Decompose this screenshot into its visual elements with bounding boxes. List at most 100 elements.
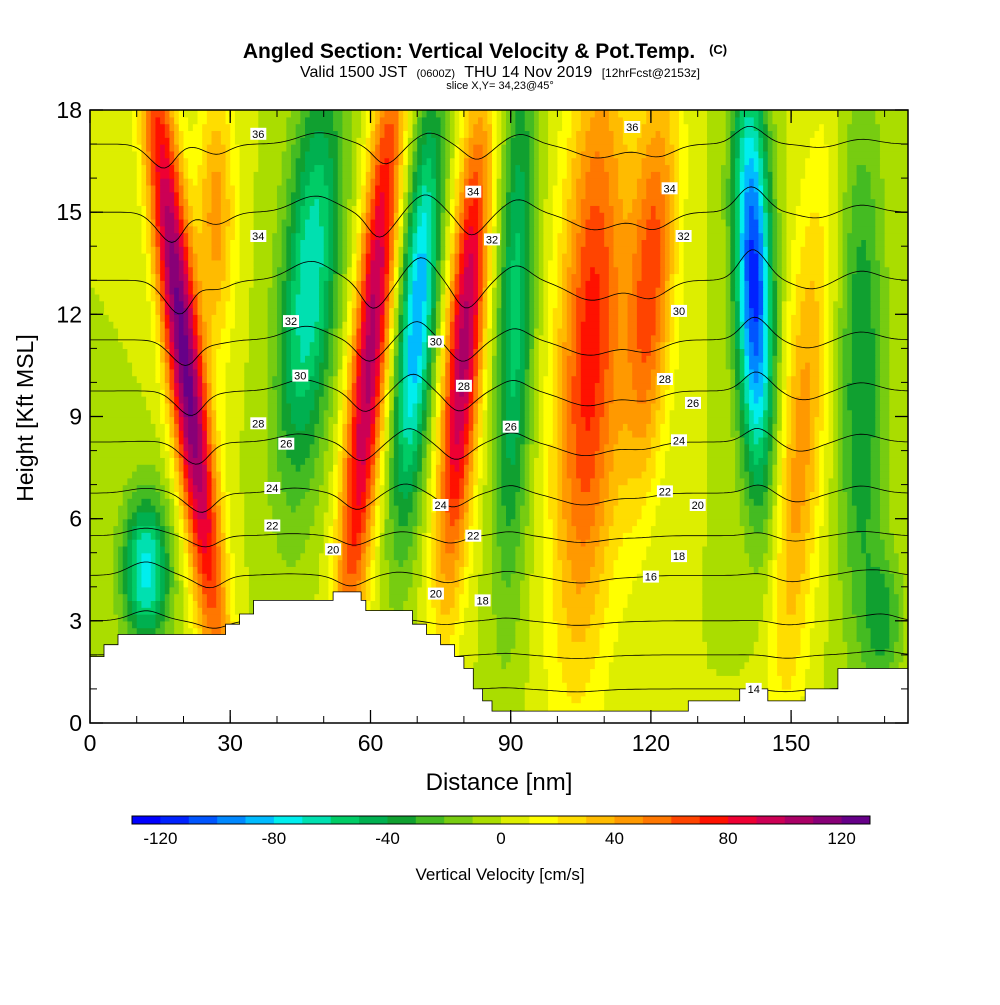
velocity-cell [379,348,386,356]
velocity-cell [192,518,199,527]
velocity-cell [604,702,769,710]
velocity-cell [749,389,755,397]
velocity-cell [879,341,890,349]
velocity-cell [365,470,372,479]
velocity-cell [795,355,820,363]
velocity-cell [192,368,199,377]
velocity-cell [463,484,470,493]
velocity-cell [155,307,161,315]
velocity-cell [365,382,372,390]
velocity-cell [417,498,423,506]
velocity-cell [407,464,418,472]
velocity-cell [188,436,199,445]
velocity-cell [178,559,185,567]
velocity-cell [403,362,409,370]
velocity-cell [178,484,185,493]
velocity-cell [608,586,633,595]
velocity-cell [197,627,203,636]
velocity-cell [337,491,344,499]
velocity-cell [763,430,769,438]
velocity-cell [333,505,339,513]
velocity-cell [192,614,199,622]
velocity-cell [543,491,549,499]
velocity-cell [674,327,680,336]
velocity-cell [417,484,423,493]
velocity-cell [566,436,577,445]
velocity-cell [632,362,657,370]
velocity-cell [856,525,867,533]
velocity-cell [870,477,881,486]
velocity-cell [342,579,358,588]
velocity-cell [576,341,582,349]
velocity-cell [543,607,554,615]
velocity-cell [323,307,329,315]
velocity-cell [365,307,372,315]
velocity-cell [314,436,320,445]
velocity-cell [216,525,222,533]
velocity-cell [183,532,189,540]
velocity-cell [407,552,418,561]
velocity-cell [800,321,820,329]
velocity-cell [164,593,171,601]
velocity-cell [239,443,269,452]
velocity-cell [823,484,830,493]
velocity-cell [183,314,189,322]
velocity-cell [506,382,512,390]
velocity-cell [491,402,498,411]
velocity-cell [164,620,175,629]
velocity-cell [828,341,834,349]
velocity-cell [379,573,390,581]
velocity-cell [632,368,652,377]
velocity-cell [543,586,554,595]
velocity-cell [828,423,834,431]
velocity-cell [636,314,657,322]
velocity-cell [510,389,516,397]
velocity-cell [155,321,161,329]
velocity-cell [468,314,474,322]
velocity-cell [641,470,657,479]
velocity-cell [608,321,619,329]
velocity-cell [169,586,180,595]
velocity-cell [188,607,194,615]
velocity-cell [496,409,502,418]
velocity-cell [744,491,750,499]
velocity-cell [454,627,465,636]
velocity-cell [337,314,344,322]
velocity-cell [763,436,769,445]
velocity-cell [183,477,189,486]
velocity-cell [791,389,802,397]
velocity-cell [90,532,114,540]
velocity-cell [879,389,890,397]
velocity-cell [548,688,568,697]
velocity-cell [393,484,400,493]
velocity-cell [557,532,568,540]
velocity-cell [136,600,143,608]
velocity-cell [772,443,778,452]
velocity-cell [454,396,470,404]
velocity-cell [220,464,227,472]
velocity-cell [735,321,741,329]
velocity-cell [767,416,774,424]
velocity-cell [389,450,395,458]
velocity-cell [842,341,853,349]
velocity-cell [767,661,778,670]
velocity-cell [552,573,563,581]
velocity-cell [290,355,301,363]
velocity-cell [650,334,661,343]
velocity-cell [767,436,774,445]
velocity-cell [333,539,339,547]
velocity-cell [580,382,596,390]
velocity-cell [613,375,633,384]
velocity-cell [319,396,329,404]
velocity-cell [468,525,479,533]
velocity-cell [786,600,797,608]
velocity-cell [781,409,788,418]
velocity-cell [468,327,474,336]
velocity-cell [276,457,292,465]
velocity-cell [202,436,208,445]
velocity-cell [183,491,189,499]
velocity-cell [618,321,629,329]
velocity-cell [342,566,348,574]
velocity-cell [749,511,769,520]
velocity-cell [851,491,872,499]
